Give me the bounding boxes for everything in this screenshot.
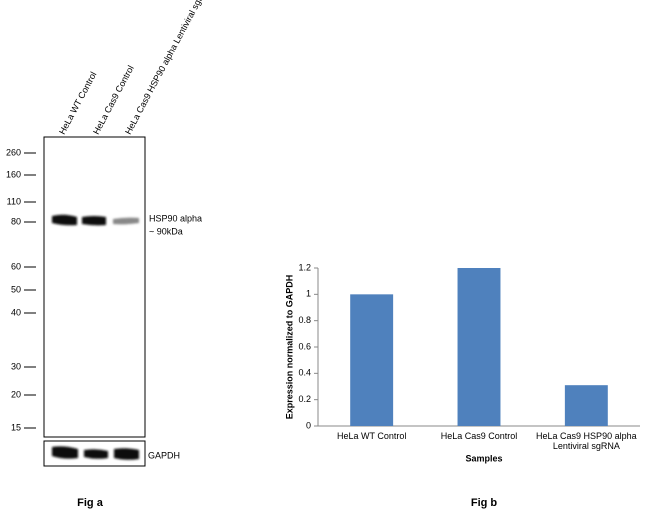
marker-label: 20 bbox=[11, 389, 21, 399]
x-tick-label: HeLa Cas9 Control bbox=[440, 431, 518, 441]
marker-label: 80 bbox=[11, 216, 21, 226]
marker-label: 30 bbox=[11, 361, 21, 371]
lane-label: HeLa WT Control bbox=[57, 70, 98, 136]
marker-label: 15 bbox=[11, 422, 21, 432]
x-axis-title: Samples bbox=[465, 453, 502, 463]
band bbox=[113, 217, 139, 225]
band-label: HSP90 alpha bbox=[149, 213, 202, 223]
band bbox=[82, 216, 106, 226]
y-tick-label: 0.6 bbox=[298, 341, 311, 351]
marker-label: 110 bbox=[7, 196, 21, 206]
marker-label: 50 bbox=[11, 284, 21, 294]
gapdh-frame bbox=[43, 440, 146, 467]
bar bbox=[457, 268, 501, 426]
y-tick-label: 1.2 bbox=[298, 262, 311, 272]
loading-control-label: GAPDH bbox=[148, 450, 180, 460]
band bbox=[114, 448, 139, 460]
x-tick-label: HeLa Cas9 HSP90 alpha Lentiviral sgRNA bbox=[536, 431, 637, 451]
caption: Fig b bbox=[471, 497, 498, 509]
lane-label: HeLa Cas9 HSP90 alpha Lentiviral sgRNA bbox=[123, 0, 212, 136]
band-label: ~ 90kDa bbox=[149, 226, 183, 236]
y-tick-label: 0.2 bbox=[298, 394, 311, 404]
band bbox=[52, 446, 78, 459]
y-tick-label: 0.4 bbox=[298, 368, 311, 378]
y-axis-title: Expression normalized to GAPDH bbox=[284, 275, 294, 420]
y-tick-label: 0 bbox=[306, 420, 311, 430]
band bbox=[84, 449, 108, 459]
marker-label: 40 bbox=[11, 307, 21, 317]
marker-label: 60 bbox=[11, 261, 21, 271]
band bbox=[52, 214, 77, 226]
marker-label: 160 bbox=[6, 169, 21, 179]
y-tick-label: 1 bbox=[306, 289, 311, 299]
y-tick-label: 0.8 bbox=[298, 315, 311, 325]
marker-label: 260 bbox=[6, 147, 21, 157]
bar bbox=[564, 385, 608, 426]
bands bbox=[52, 214, 139, 460]
blot-frame bbox=[43, 136, 146, 438]
x-tick-label: HeLa WT Control bbox=[336, 431, 407, 441]
bar bbox=[350, 294, 394, 426]
caption: Fig a bbox=[77, 497, 104, 509]
